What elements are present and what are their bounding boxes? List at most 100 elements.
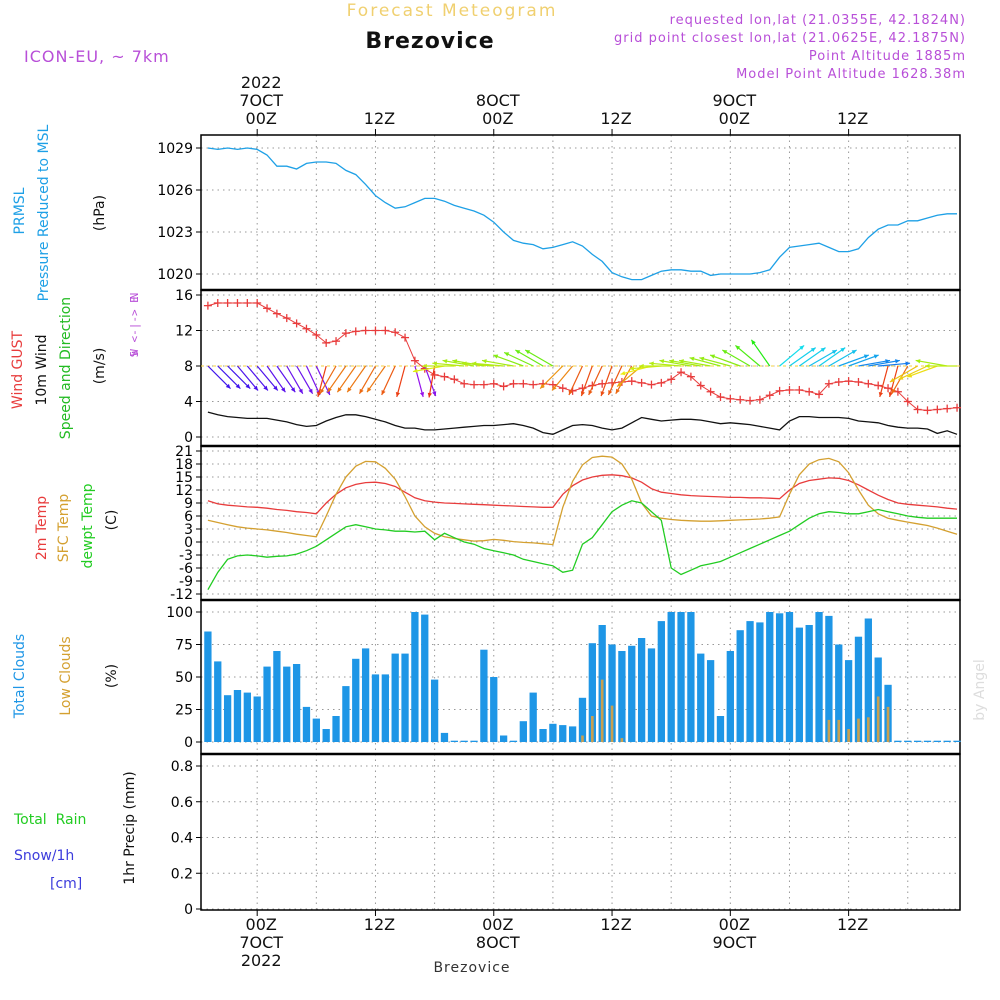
direction-arrow-head: [432, 361, 437, 366]
gust-marker: [430, 370, 439, 379]
direction-arrow: [600, 365, 613, 397]
direction-arrow-head: [878, 391, 884, 397]
time-label-bottom: 12Z: [600, 915, 631, 934]
panel-frame: [200, 289, 961, 447]
direction-arrow-shaft: [471, 362, 504, 367]
direction-arrow-head: [608, 390, 613, 396]
gust-marker: [401, 333, 410, 342]
gust-marker: [203, 301, 212, 310]
direction-arrow-head: [552, 385, 557, 391]
direction-arrow-head: [235, 383, 241, 389]
direction-arrow: [461, 361, 494, 367]
time-label-bottom: 00Z: [482, 915, 513, 934]
gust-marker: [470, 380, 479, 389]
total-cloud-bar: [312, 718, 320, 742]
total-cloud-bar: [775, 613, 784, 742]
direction-arrow-shaft: [907, 365, 938, 378]
direction-arrow-shaft: [607, 365, 623, 396]
time-label-bottom: 9OCT: [712, 933, 756, 952]
y-tick-label: 9: [184, 496, 193, 512]
direction-arrow-shaft: [669, 359, 701, 367]
direction-arrow-head: [895, 359, 900, 364]
cloud-label-unit: (%): [104, 664, 120, 688]
total-cloud-bar: [913, 740, 922, 742]
direction-arrow: [319, 365, 337, 395]
direction-arrow-head: [347, 387, 352, 393]
time-label-bottom: 12Z: [837, 915, 868, 934]
gust-marker: [677, 368, 686, 377]
time-label-bottom: 8OCT: [476, 933, 520, 952]
direction-arrow-head: [327, 387, 332, 393]
y-tick-label: -9: [179, 574, 193, 590]
gust-marker: [253, 298, 262, 307]
gust-marker: [933, 405, 942, 414]
direction-arrow: [735, 344, 761, 367]
direction-arrow-head: [395, 391, 401, 397]
total-cloud-bar: [352, 658, 360, 742]
direction-arrow: [709, 354, 741, 367]
direction-arrow-shaft: [818, 347, 846, 367]
gust-marker: [381, 326, 390, 335]
direction-arrow: [818, 347, 846, 367]
compass-north: N: [128, 293, 141, 300]
direction-arrow-shaft: [358, 365, 376, 395]
total-cloud-bar: [460, 740, 468, 742]
gust-marker: [864, 379, 873, 388]
direction-arrow-head: [600, 391, 605, 397]
total-cloud-bar: [421, 614, 429, 742]
direction-arrow-shaft: [779, 344, 805, 367]
direction-arrow: [868, 359, 900, 367]
total-cloud-bar: [756, 622, 764, 742]
direction-arrow-shaft: [286, 365, 304, 395]
y-tick-label: -3: [179, 548, 193, 564]
gust-marker: [558, 384, 567, 393]
time-label-top: 8OCT: [476, 91, 520, 110]
gust-marker: [529, 380, 538, 389]
time-label-bottom: 7OCT: [239, 933, 283, 952]
direction-arrow-shaft: [305, 365, 321, 396]
time-label-top: 2022: [241, 73, 282, 92]
direction-arrow-head: [504, 352, 510, 357]
direction-arrow-head: [245, 383, 251, 389]
direction-arrow: [907, 365, 938, 378]
total-cloud-bar: [697, 653, 705, 742]
y-tick-label: 3: [184, 522, 193, 538]
direction-arrow-head: [427, 392, 432, 398]
y-tick-label: 8: [184, 359, 193, 375]
direction-arrow: [237, 365, 259, 391]
y-tick-label: 100: [166, 605, 193, 621]
total-cloud-bar: [667, 612, 675, 742]
total-cloud-bar: [628, 645, 636, 742]
total-cloud-bar: [411, 612, 419, 742]
total-cloud-bar: [273, 651, 281, 742]
station-title: Brezovice: [365, 29, 494, 54]
y-tick-label: 0.8: [171, 759, 193, 775]
direction-arrow-head: [452, 359, 458, 364]
y-tick-label: 0: [184, 535, 193, 551]
direction-arrow: [915, 359, 948, 367]
direction-arrow: [217, 365, 241, 390]
time-label-top: 9OCT: [712, 91, 756, 110]
direction-arrow-shaft: [327, 365, 347, 393]
direction-arrow-head: [925, 363, 930, 369]
low-cloud-bar: [876, 696, 880, 742]
precip-label-cm: [cm]: [50, 876, 82, 892]
total-cloud-bar: [499, 735, 508, 742]
direction-arrow-shaft: [580, 365, 593, 397]
requested-lonlat: requested lon,lat (21.0355E, 42.1824N): [670, 13, 966, 28]
temp-label-2m: 2m Temp: [34, 496, 50, 560]
direction-arrow-shaft: [898, 365, 928, 381]
time-label-top: 00Z: [719, 109, 750, 128]
total-cloud-bar: [549, 723, 557, 742]
gust-marker: [341, 329, 350, 338]
direction-arrow-shaft: [256, 365, 279, 391]
gust-marker: [795, 385, 804, 394]
direction-arrow-shaft: [600, 365, 613, 397]
precip-label-snow: Snow/1h: [14, 848, 74, 864]
total-cloud-bar: [204, 631, 212, 742]
direction-arrow-shaft: [891, 365, 909, 395]
gust-marker: [361, 326, 370, 335]
gust-marker: [371, 326, 380, 335]
direction-arrow-head: [225, 383, 231, 389]
direction-arrow: [286, 365, 304, 395]
